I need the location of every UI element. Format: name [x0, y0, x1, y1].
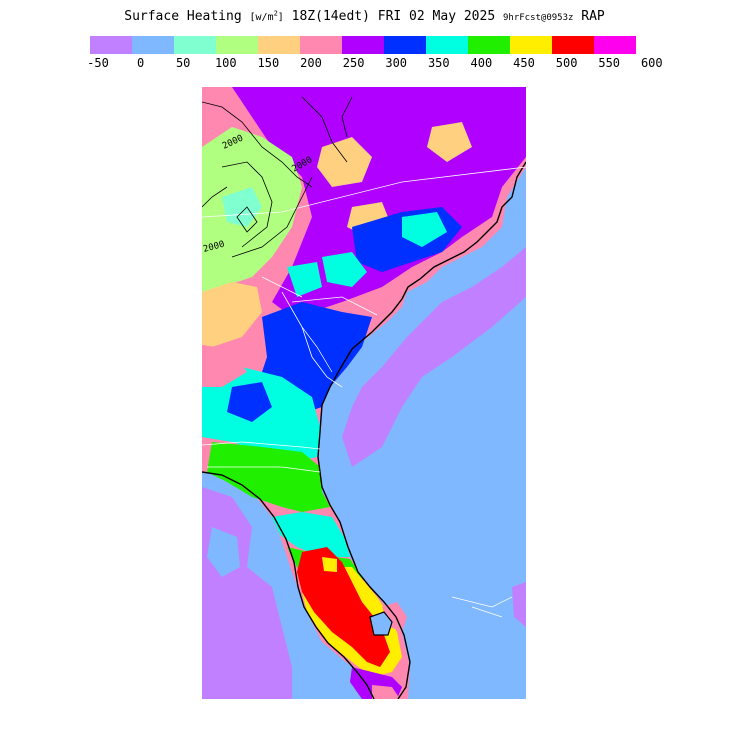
coastline-gulf [202, 471, 375, 699]
legend-tick-label: 400 [470, 56, 493, 70]
zone-350 [322, 252, 367, 287]
legend-swatch [342, 36, 384, 54]
legend-tick-label: 150 [257, 56, 280, 70]
zone-350 [287, 262, 322, 297]
chart-title: Surface Heating [w/m2] 18Z(14edt) FRI 02… [0, 9, 729, 24]
title-unit: [w/m2] [249, 9, 284, 23]
legend-swatch [552, 36, 594, 54]
legend-tick-label: 500 [555, 56, 578, 70]
legend-tick-label: 600 [640, 56, 663, 70]
coastline [317, 161, 526, 699]
zone-200 [372, 685, 400, 699]
atlantic-fringe [342, 247, 526, 467]
zone-350 [272, 512, 350, 557]
zone-200 [382, 602, 407, 632]
east-fringe [512, 582, 526, 627]
zone-450 [322, 557, 337, 572]
legend-swatch [174, 36, 216, 54]
legend-tick-label: -50 [87, 56, 109, 70]
legend-tick-label: 50 [175, 56, 191, 70]
rivers [261, 276, 513, 618]
legend-swatch [510, 36, 552, 54]
legend-swatch [300, 36, 342, 54]
legend-tick-label: 300 [385, 56, 408, 70]
zone-350 [402, 212, 447, 247]
zone-200 [202, 345, 247, 387]
legend-swatch [132, 36, 174, 54]
zone-150 [427, 122, 472, 162]
legend-tick-label: 350 [427, 56, 450, 70]
zone-500 [297, 547, 390, 667]
legend-tick-label: 250 [342, 56, 365, 70]
state-borders [202, 166, 526, 473]
color-legend [90, 36, 636, 54]
zone-300 [227, 382, 272, 422]
zone-50 [222, 187, 262, 227]
title-main: Surface Heating [124, 9, 242, 24]
heating-map: 2000 2000 2000 [202, 87, 526, 699]
title-time: 18Z(14edt) FRI 02 May 2025 [291, 9, 496, 24]
legend-tick-label: 550 [598, 56, 621, 70]
legend-swatch [426, 36, 468, 54]
legend-tick-label: 200 [300, 56, 322, 70]
legend-swatch [258, 36, 300, 54]
color-legend-ticks: -50 0 50 100 150 200 250 300 350 400 450 500 550 600 [0, 56, 729, 72]
contour-line [301, 96, 353, 163]
zone-150 [317, 137, 372, 187]
legend-swatch [468, 36, 510, 54]
legend-swatch [216, 36, 258, 54]
legend-swatch [90, 36, 132, 54]
legend-tick-label: 100 [214, 56, 237, 70]
zone-400 [207, 442, 330, 512]
contour-line [202, 101, 313, 258]
legend-swatch [594, 36, 636, 54]
zone-150 [202, 282, 262, 347]
lake-okeechobee [369, 611, 393, 636]
legend-tick-label: 0 [136, 56, 145, 70]
legend-swatch [384, 36, 426, 54]
title-model: RAP [581, 9, 605, 24]
title-forecast: 9hrFcst@0953z [502, 13, 574, 23]
legend-tick-label: 450 [513, 56, 535, 70]
gulf-patch [207, 527, 240, 577]
